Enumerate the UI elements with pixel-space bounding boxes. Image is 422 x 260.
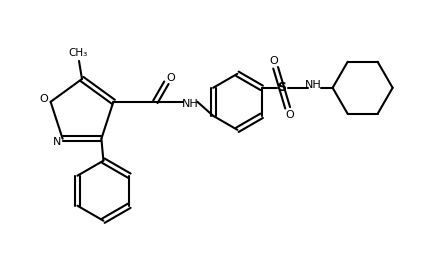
Text: N: N <box>52 137 61 147</box>
Text: O: O <box>269 56 278 66</box>
Text: NH: NH <box>305 80 322 90</box>
Text: O: O <box>39 94 48 104</box>
Text: O: O <box>285 110 294 120</box>
Text: S: S <box>277 81 286 94</box>
Text: NH: NH <box>182 99 199 109</box>
Text: CH₃: CH₃ <box>68 48 88 58</box>
Text: O: O <box>166 73 175 83</box>
